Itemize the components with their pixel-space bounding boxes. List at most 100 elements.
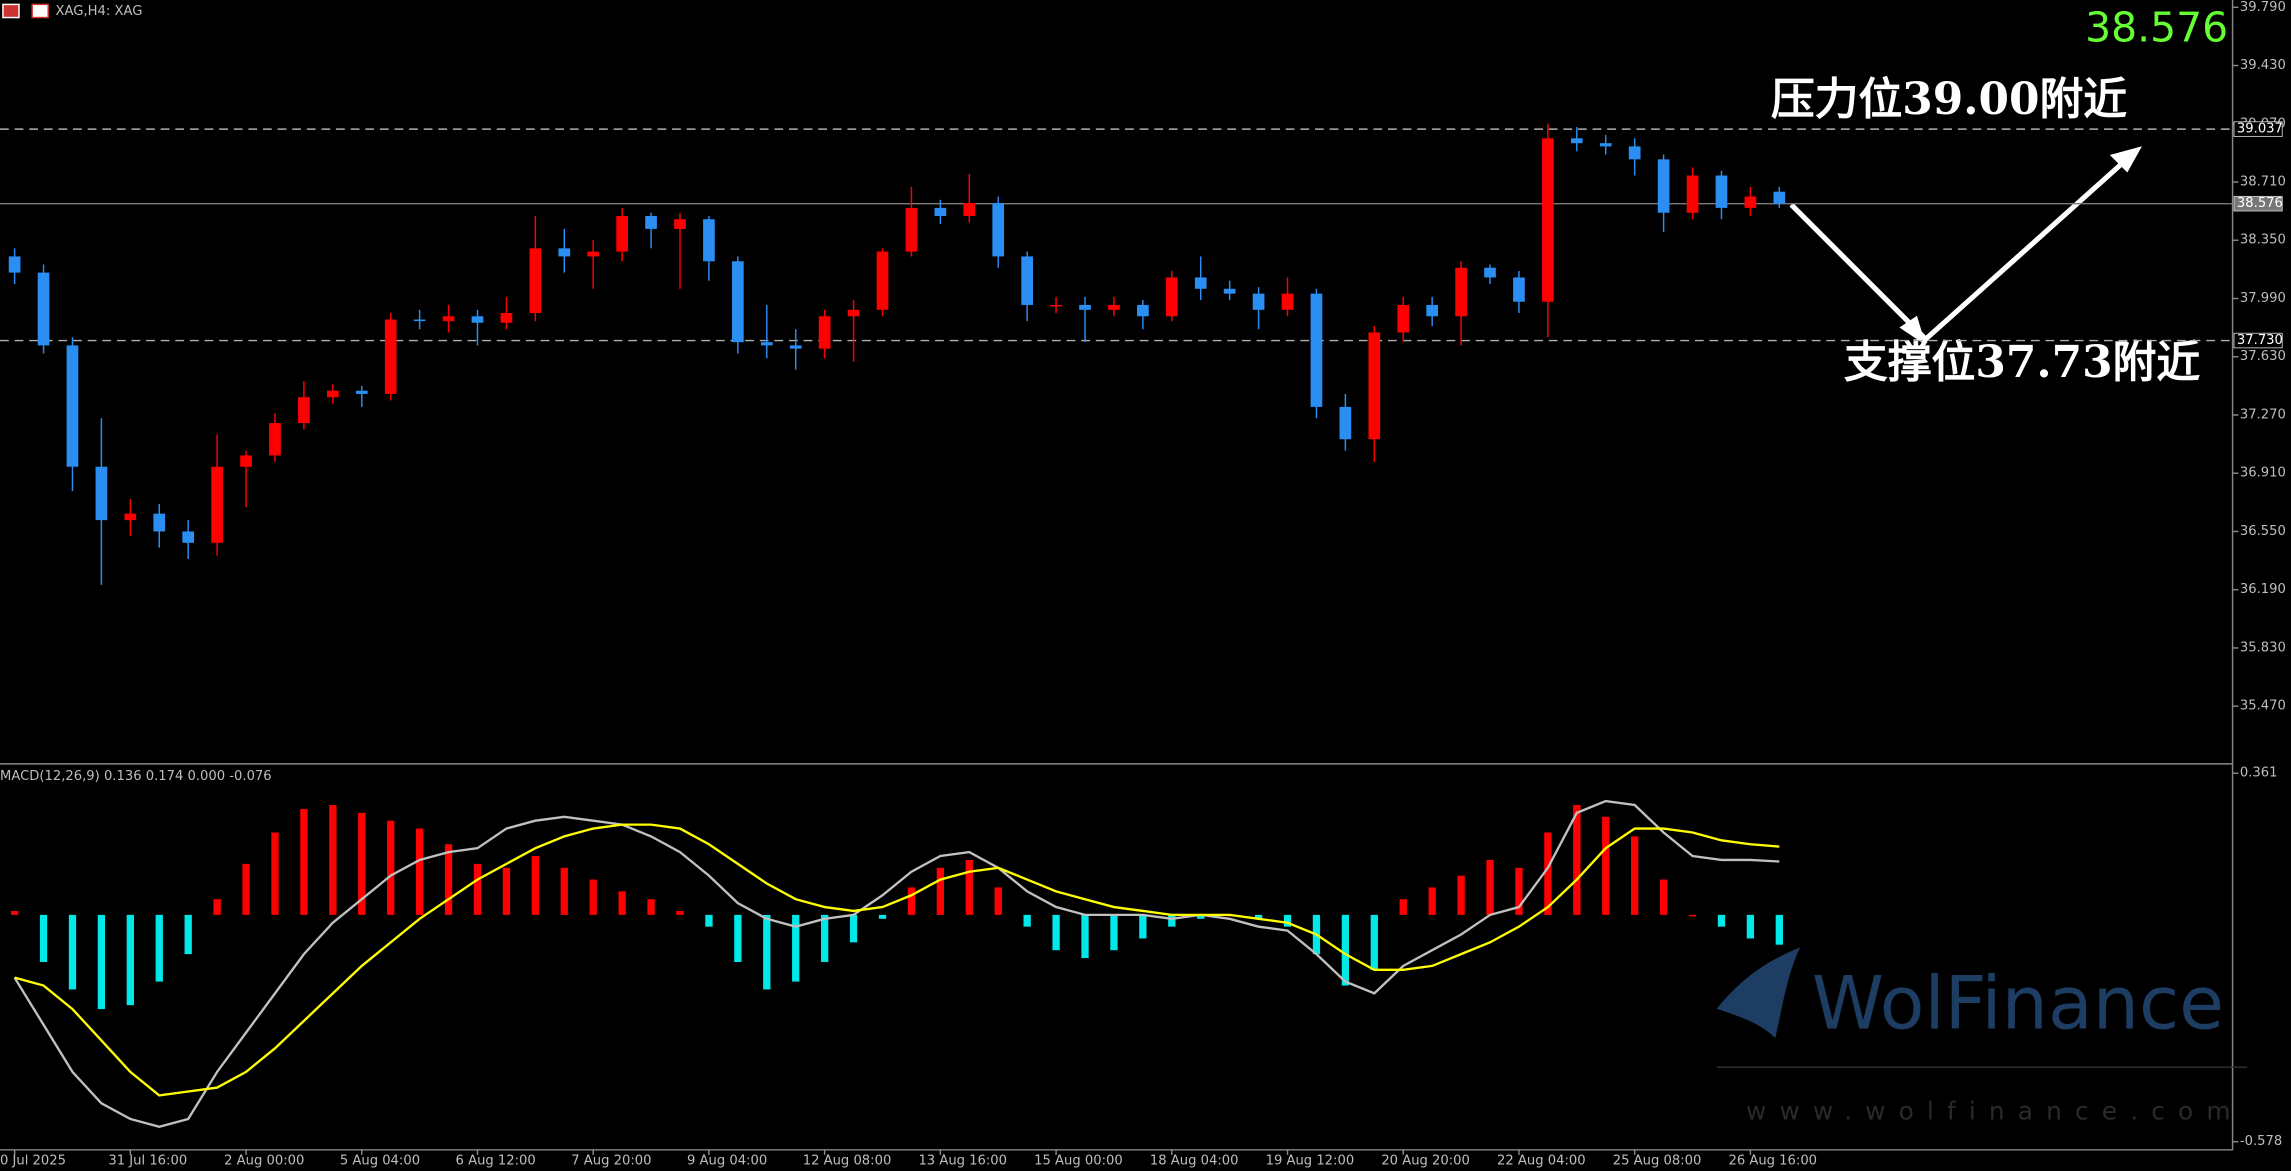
x-tick-label: 31 Jul 16:00 — [108, 1153, 187, 1168]
candle-body — [1715, 175, 1728, 208]
candle-body — [1657, 159, 1670, 213]
candle-body — [1513, 277, 1525, 302]
candle-body — [240, 455, 252, 467]
candle-body — [269, 423, 281, 456]
price-tag — [2233, 332, 2283, 349]
chart-header: XAG,H4: XAG — [56, 4, 143, 19]
candle-body — [1397, 304, 1410, 333]
candle-body — [124, 513, 137, 521]
arrow-head — [1899, 315, 1926, 346]
candle-body — [37, 272, 50, 346]
candle-body — [1599, 143, 1612, 147]
candle-body — [587, 251, 600, 257]
price-tag-label: 38.576 — [2237, 196, 2283, 211]
candle-body — [616, 215, 628, 252]
x-tick-label: 2 Aug 00:00 — [224, 1153, 304, 1168]
candle-body — [153, 513, 166, 532]
candle-body — [1310, 293, 1323, 407]
y-tick-label: 37.270 — [2240, 407, 2286, 422]
macd-bar — [68, 914, 77, 990]
x-tick-label: 18 Aug 04:00 — [1150, 1153, 1239, 1168]
macd-bar — [184, 914, 192, 955]
macd-bar — [444, 844, 453, 915]
macd-bar — [734, 914, 742, 962]
x-tick-label: 13 Aug 16:00 — [918, 1153, 1007, 1168]
macd-bar — [126, 914, 134, 1006]
macd-bar — [242, 863, 250, 915]
candle-body — [1744, 196, 1757, 208]
candle-body — [558, 248, 571, 257]
candle-body — [905, 207, 918, 252]
candle-body — [645, 215, 657, 229]
icon — [31, 3, 49, 19]
macd-bar — [1428, 887, 1436, 915]
candle-body — [876, 251, 889, 310]
price-tag-label: 39.037 — [2237, 122, 2283, 137]
macd-bar — [213, 899, 221, 915]
macd-bar — [1631, 836, 1639, 915]
candle-body — [384, 319, 397, 394]
macd-bar — [39, 914, 48, 962]
candle-body — [442, 316, 455, 322]
x-tick-label: 6 Aug 12:00 — [456, 1153, 536, 1168]
candle-body — [1773, 191, 1786, 204]
macd-bar — [155, 914, 163, 982]
macd-bar — [1486, 859, 1494, 915]
macd-bar — [1139, 914, 1147, 939]
macd-bar — [936, 867, 945, 915]
macd-bar — [1717, 914, 1726, 927]
candle-body — [66, 345, 79, 467]
macd-bar — [473, 863, 482, 915]
macd-bar — [1023, 914, 1031, 927]
x-tick-label: 5 Aug 04:00 — [340, 1153, 420, 1168]
candle-body — [1194, 277, 1207, 289]
macd-bar — [1659, 879, 1668, 915]
y-tick-label: 35.470 — [2240, 699, 2286, 714]
macd-bar — [1052, 914, 1060, 951]
candle-body — [789, 345, 802, 349]
candle-body — [1570, 138, 1583, 144]
price-tag-label: 37.730 — [2237, 333, 2283, 348]
candle-body — [934, 207, 947, 216]
macd-bar — [1254, 914, 1263, 919]
candle-body — [847, 309, 860, 317]
macd-label: MACD(12,26,9) 0.136 0.174 0.000 -0.076 — [0, 769, 272, 784]
macd-bar — [1110, 914, 1118, 951]
candle-body — [298, 397, 310, 424]
candle-body — [1252, 293, 1265, 310]
candle-body — [818, 316, 831, 349]
macd-bar — [589, 879, 597, 915]
macd-bar — [792, 914, 800, 982]
macd-bar — [1515, 867, 1523, 915]
macd-bar — [10, 910, 19, 915]
x-tick-label: 20 Aug 20:00 — [1381, 1153, 1470, 1168]
candle-body — [326, 390, 339, 398]
y-tick-label: 39.790 — [2240, 0, 2286, 15]
macd-bar — [560, 867, 568, 915]
watermark: www.wolfinance.com — [1746, 1097, 2244, 1126]
macd-bar — [1081, 914, 1089, 959]
candle-body — [1455, 267, 1467, 317]
arrow — [1789, 151, 2135, 343]
watermark-logo — [1716, 947, 1801, 1038]
macd-bar — [965, 859, 973, 915]
macd-bar — [1775, 914, 1783, 945]
y-tick-label: 35.830 — [2240, 640, 2286, 655]
price-tag — [2233, 121, 2283, 137]
macd-bar — [387, 820, 395, 915]
candle-body — [1021, 256, 1033, 305]
candle-body — [703, 219, 715, 262]
candle-body — [1108, 304, 1120, 310]
candle-body — [1050, 304, 1062, 307]
macd-line — [14, 823, 1780, 1097]
candle-body — [1542, 138, 1554, 302]
y-tick-label: 39.430 — [2240, 58, 2286, 73]
macd-bar — [1688, 914, 1697, 917]
macd-bar — [502, 867, 511, 915]
candle-body — [413, 319, 426, 322]
candle-body — [1281, 293, 1294, 310]
macd-bar — [1197, 914, 1205, 919]
macd-bar — [531, 856, 539, 915]
